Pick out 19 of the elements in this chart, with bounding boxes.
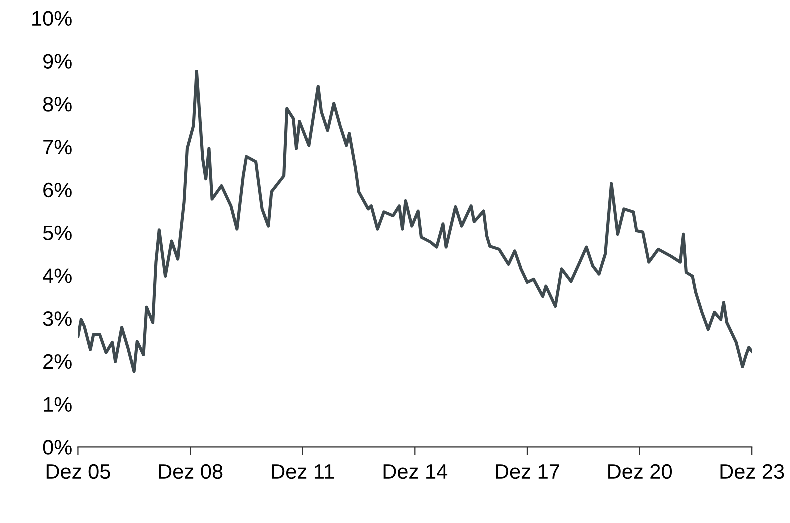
x-tick-label: Dez 17 [496, 464, 560, 480]
x-tick-label: Dez 08 [159, 464, 223, 480]
y-tick-label: 3% [43, 312, 72, 326]
y-tick-label: 6% [44, 182, 72, 198]
y-tick-label: 10% [32, 11, 72, 26]
x-tick-label: Dez 11 [272, 464, 334, 480]
x-tick-label: Dez 23 [720, 464, 784, 480]
y-tick-label: 2% [44, 354, 72, 370]
y-tick-label: 0% [43, 440, 72, 455]
x-tick-label: Dez 14 [384, 464, 448, 480]
y-tick-label: 8% [43, 97, 72, 112]
y-tick-label: 5% [43, 226, 72, 240]
x-tick-label: Dez 20 [608, 464, 672, 480]
y-tick-label: 1% [44, 397, 72, 412]
y-tick-label: 4% [43, 268, 72, 284]
y-tick-label: 7% [44, 140, 72, 155]
y-tick-label: 9% [44, 54, 72, 69]
x-tick-label: Dez 05 [46, 464, 110, 480]
line-series [78, 70, 752, 374]
